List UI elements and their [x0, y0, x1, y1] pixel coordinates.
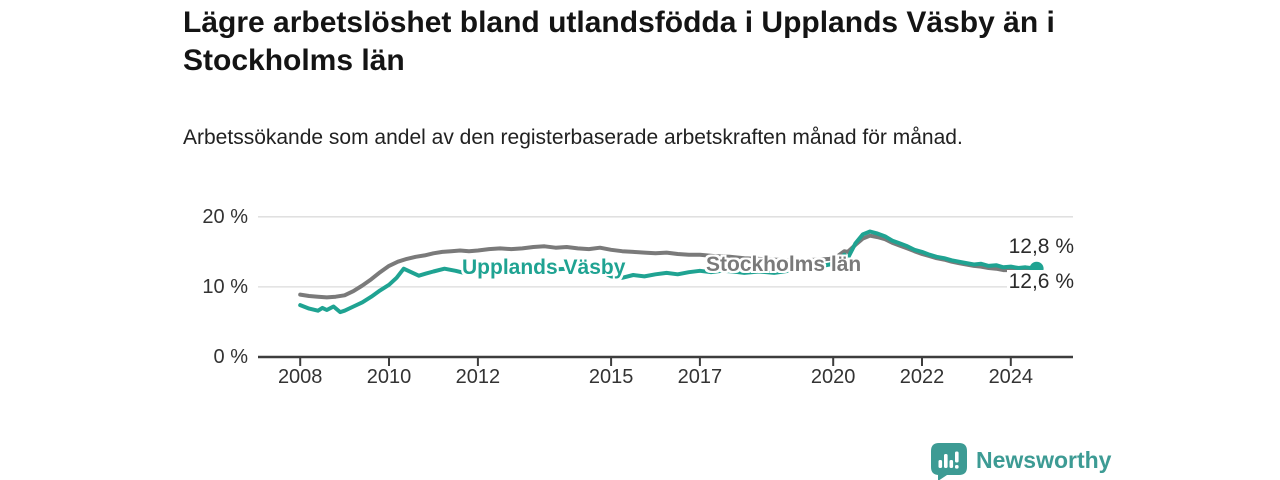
- end-value-label-stockholms-lan: 12,8 %: [974, 235, 1076, 259]
- end-value-text: 12,6 %: [1006, 270, 1076, 293]
- chart-title: Lägre arbetslöshet bland utlandsfödda i …: [183, 6, 1055, 77]
- x-tick-label: 2017: [677, 366, 723, 388]
- y-tick-label: 20 %: [202, 205, 248, 228]
- series-line-upplands-v-sby: [298, 229, 1039, 315]
- x-tick-label: 2012: [455, 366, 501, 388]
- y-tick-label: 0 %: [213, 346, 248, 368]
- end-value-label-upplands-vasby: 12,6 %: [974, 270, 1076, 294]
- x-tick-label: 2010: [366, 366, 412, 388]
- series-label-upplands-vasby: Upplands Väsby: [462, 256, 626, 279]
- x-tick-label: 2015: [588, 366, 634, 388]
- end-value-text: 12,8 %: [1006, 235, 1076, 258]
- newsworthy-logo-icon: [931, 443, 967, 480]
- x-tick-label: 2008: [277, 366, 323, 388]
- x-tick-label: 2024: [988, 366, 1034, 388]
- x-tick-label: 2020: [810, 366, 856, 388]
- y-tick-label: 10 %: [202, 275, 248, 298]
- series-label-stockholms-lan: Stockholms län: [706, 253, 862, 276]
- x-tick-label: 2022: [899, 366, 945, 388]
- series-line-stockholms-l-n: [298, 233, 1039, 300]
- newsworthy-brand-link[interactable]: Newsworthy: [931, 443, 1111, 480]
- chart-subtitle: Arbetssökande som andel av den registerb…: [183, 126, 963, 149]
- newsworthy-brand-name: Newsworthy: [976, 447, 1112, 473]
